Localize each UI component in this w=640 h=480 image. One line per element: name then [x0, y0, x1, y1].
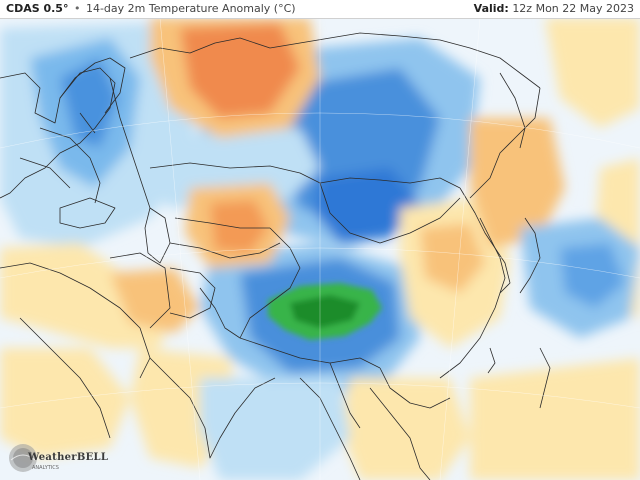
product-name: 14-day 2m Temperature Anomaly (°C) — [85, 2, 296, 15]
coastline-korea — [494, 247, 511, 294]
coastline-pacific-russia — [469, 87, 541, 199]
map-title: CDAS 0.5° • 14-day 2m Temperature Anomal… — [6, 0, 296, 18]
border-china-korea — [459, 187, 496, 249]
map-title-bar: CDAS 0.5° • 14-day 2m Temperature Anomal… — [0, 0, 640, 19]
border-russia-mongolia — [319, 177, 461, 189]
logo-text: WeatherBELL — [28, 452, 109, 463]
border-mongolia-china — [319, 182, 461, 244]
valid-time: 12z Mon 22 May 2023 — [512, 2, 634, 15]
warm-anomaly-southeast-asia — [340, 378, 470, 480]
border-myanmar — [329, 362, 361, 429]
border-iran — [109, 252, 171, 329]
coastline-india — [149, 357, 276, 459]
coastline-taiwan — [487, 347, 496, 374]
coastline-kamchatka — [499, 72, 526, 149]
coastline-arabia — [19, 317, 111, 439]
border-central-asia — [169, 242, 281, 259]
border-afghanistan — [169, 267, 216, 319]
cold-anomaly-bay-of-bengal — [200, 378, 350, 480]
border-indochina — [379, 367, 451, 409]
border-europe-russia — [109, 77, 151, 209]
coastline-middle-east — [0, 262, 151, 379]
extreme-cold-tibet-center — [290, 295, 360, 328]
warm-anomaly-middle-east — [0, 243, 170, 348]
temperature-anomaly-map — [0, 18, 640, 480]
border-europe-countries — [19, 112, 101, 204]
coastline-europe — [0, 67, 116, 199]
warm-anomaly-iran — [110, 268, 200, 333]
border-china-west — [239, 227, 301, 339]
coastline-southeast-asia — [299, 377, 361, 480]
border-russia-kazakhstan — [149, 162, 321, 184]
coastline-indochina — [369, 387, 431, 480]
coastline-japan — [519, 217, 541, 294]
border-kazakhstan-south — [174, 217, 270, 229]
title-separator: • — [73, 2, 81, 15]
valid-label: Valid: — [473, 2, 509, 15]
coastline-caspian-sea — [144, 207, 171, 264]
graticule-lines — [0, 18, 640, 480]
logo-subtitle: ANALYTICS — [32, 465, 59, 471]
geographic-borders — [0, 32, 551, 480]
warm-anomaly-northeast-china — [420, 223, 485, 293]
warm-anomaly-far-east — [470, 118, 565, 248]
model-name: CDAS 0.5° — [6, 2, 69, 15]
coastline-arctic — [129, 32, 541, 89]
coastline-black-sea — [59, 197, 116, 229]
warm-anomaly-pacific-top — [545, 18, 640, 128]
coastline-scandinavia — [59, 57, 126, 114]
warm-anomaly-arabia — [0, 348, 130, 458]
valid-time-label: Valid: 12z Mon 22 May 2023 — [474, 0, 634, 18]
warm-anomaly-north-russia-core — [180, 23, 300, 118]
border-india-pakistan — [199, 287, 241, 339]
extreme-cold-core — [268, 283, 382, 340]
graticule — [0, 18, 640, 480]
border-himalaya — [239, 337, 381, 369]
warm-anomaly-kazakhstan-core — [210, 200, 268, 253]
globe-icon — [9, 444, 37, 472]
warm-anomaly-bottom-right — [470, 358, 640, 480]
cold-anomaly-pacific-core — [560, 243, 625, 308]
coastline-philippines — [539, 347, 551, 409]
weatherbell-logo: WeatherBELL ANALYTICS — [6, 440, 108, 476]
